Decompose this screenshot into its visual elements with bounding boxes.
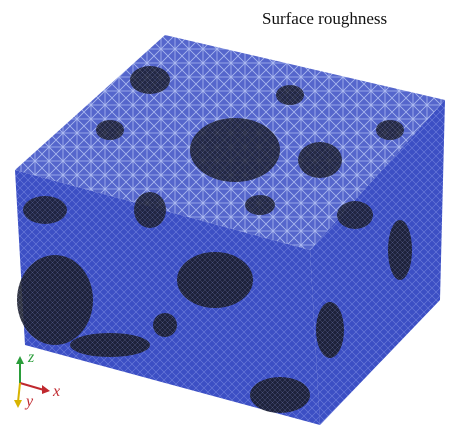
axis-x-label: x [52, 383, 60, 400]
figure-label: Surface roughness [262, 9, 387, 28]
figure: Surface roughness z x y [0, 0, 449, 429]
mesh-block [15, 35, 445, 425]
axis-triad: z x y [14, 349, 60, 410]
axis-z-label: z [27, 349, 35, 366]
axis-y-label: y [24, 393, 34, 410]
